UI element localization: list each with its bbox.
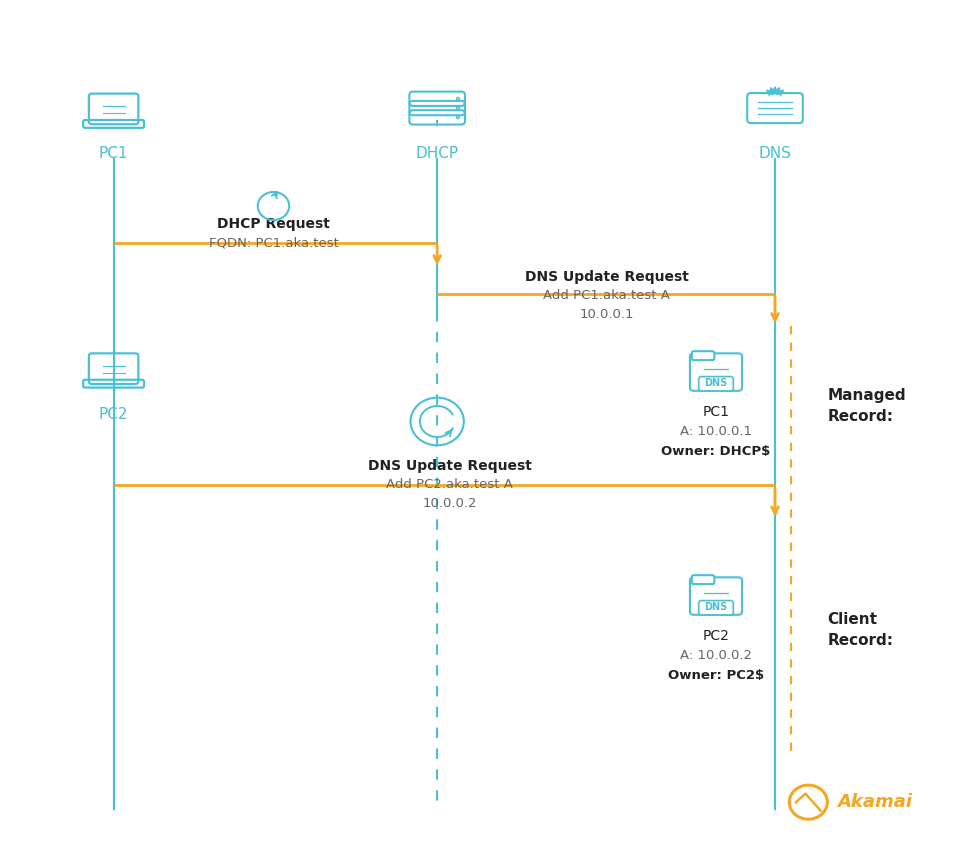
Text: Akamai: Akamai (837, 793, 912, 811)
Text: 10.0.0.2: 10.0.0.2 (422, 497, 477, 510)
Text: DNS Update Request: DNS Update Request (368, 458, 532, 473)
Text: A: 10.0.0.1: A: 10.0.0.1 (680, 425, 752, 439)
Text: PC2: PC2 (99, 407, 129, 422)
FancyBboxPatch shape (699, 600, 733, 615)
Text: Owner: DHCP$: Owner: DHCP$ (661, 445, 771, 458)
FancyBboxPatch shape (692, 575, 714, 584)
Text: FQDN: PC1.aka.test: FQDN: PC1.aka.test (208, 237, 339, 249)
Text: DNS: DNS (705, 602, 728, 612)
Text: Managed
Record:: Managed Record: (828, 388, 906, 424)
Text: Add PC1.aka.test A: Add PC1.aka.test A (543, 289, 670, 302)
Text: DNS: DNS (705, 378, 728, 388)
Text: Client
Record:: Client Record: (828, 612, 894, 648)
Text: 10.0.0.1: 10.0.0.1 (579, 308, 634, 321)
Text: A: 10.0.0.2: A: 10.0.0.2 (680, 649, 752, 662)
Text: PC1: PC1 (703, 405, 730, 419)
Text: PC1: PC1 (99, 145, 129, 161)
FancyBboxPatch shape (692, 351, 714, 360)
Text: PC2: PC2 (703, 630, 730, 643)
Text: Add PC2.aka.test A: Add PC2.aka.test A (386, 478, 513, 491)
Text: Owner: PC2$: Owner: PC2$ (668, 669, 764, 682)
Text: DHCP: DHCP (416, 145, 459, 161)
FancyBboxPatch shape (699, 377, 733, 391)
Text: DNS: DNS (758, 145, 791, 161)
Text: DHCP Request: DHCP Request (217, 217, 330, 230)
Text: DNS Update Request: DNS Update Request (524, 270, 688, 284)
